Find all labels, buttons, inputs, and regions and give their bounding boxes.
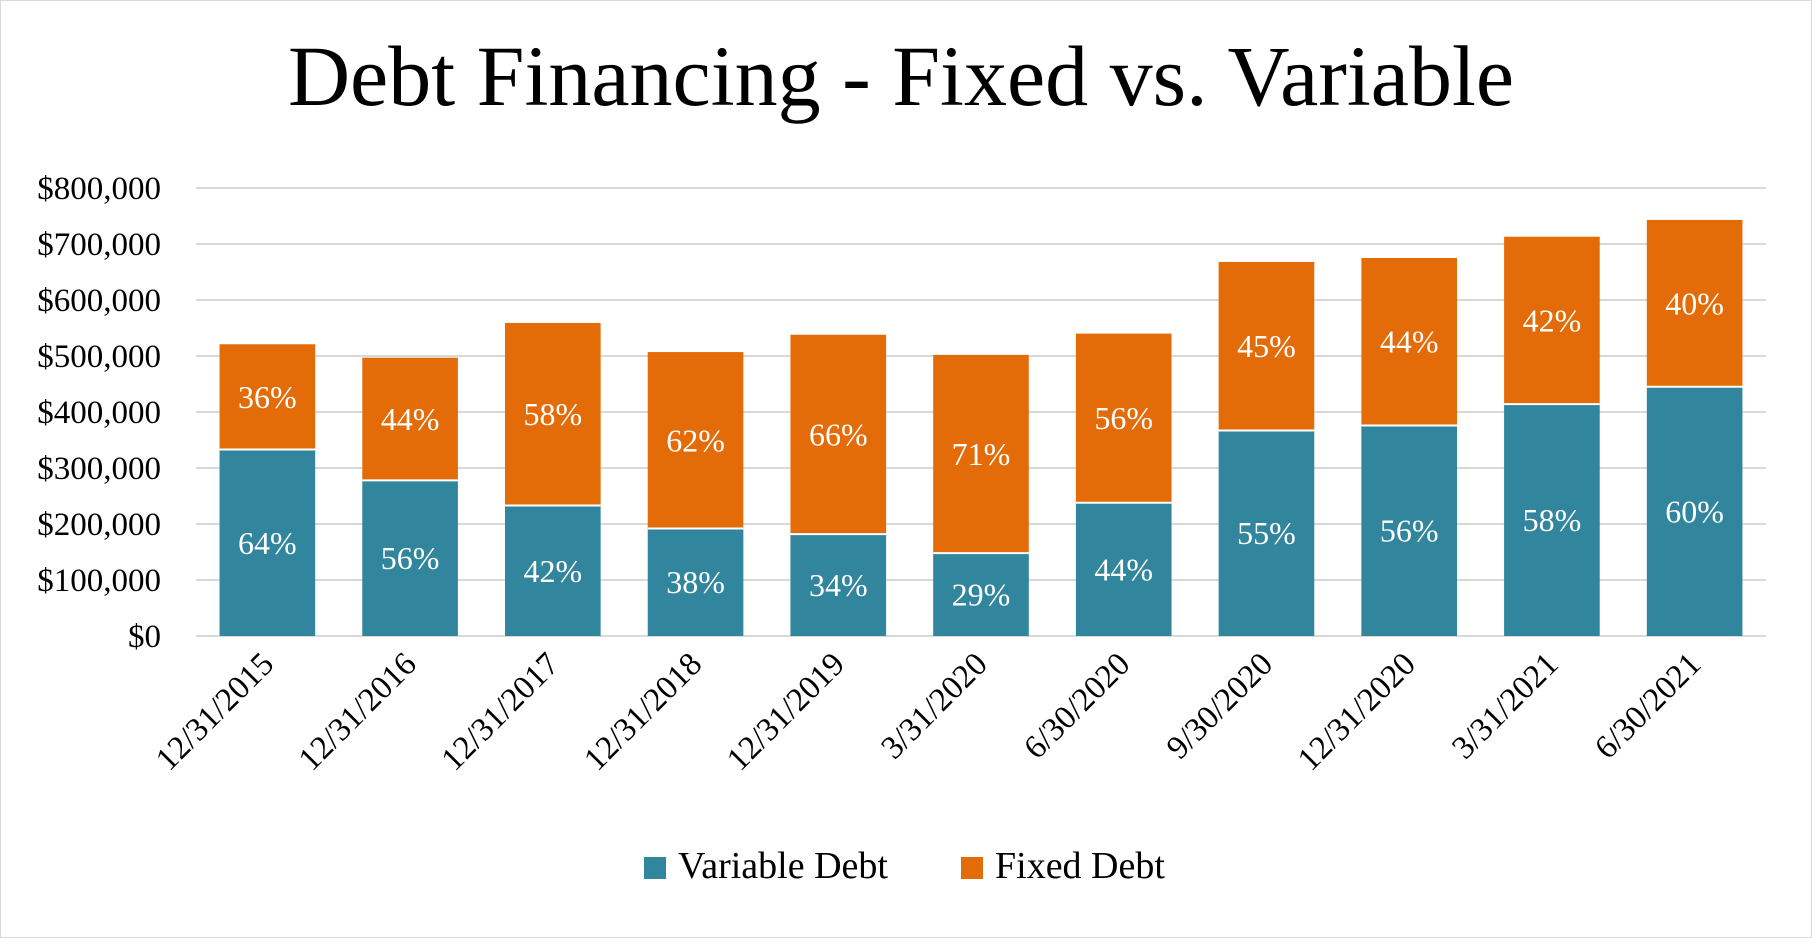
y-tick-label: $200,000: [37, 507, 161, 543]
data-label: 29%: [952, 577, 1011, 613]
bar-variable-debt: [1075, 502, 1172, 636]
bar-fixed-debt: [1361, 258, 1457, 426]
legend-label: Fixed Debt: [995, 845, 1165, 887]
bar-fixed-debt: [505, 322, 601, 506]
bar-fixed-debt: [1646, 219, 1743, 387]
data-label: 44%: [1094, 551, 1153, 587]
data-label: 62%: [666, 422, 725, 458]
data-label: 34%: [809, 567, 868, 603]
y-tick-label: $500,000: [37, 339, 161, 375]
bar-variable-debt: [790, 534, 887, 636]
bar-fixed-debt: [219, 344, 316, 450]
bar-fixed-debt: [933, 354, 1029, 554]
x-tick-label: 6/30/2020: [1017, 646, 1137, 766]
bar-fixed-debt: [647, 352, 744, 529]
bar-fixed-debt: [1218, 261, 1315, 431]
x-tick-label: 12/31/2016: [292, 646, 424, 778]
bar-variable-debt: [647, 528, 744, 636]
bars: 64% 36% 56% 44% 42% 58% 38% 62% 34% 66% 29% 71% 44% 5…: [219, 219, 1743, 636]
y-tick-label: $800,000: [37, 171, 161, 207]
data-label: 44%: [1380, 324, 1439, 360]
x-tick-label: 9/30/2020: [1160, 646, 1280, 766]
x-tick-label: 3/31/2021: [1445, 646, 1565, 766]
x-axis-tick-labels: 12/31/2015 12/31/2016 12/31/2017 12/31/2018…: [149, 646, 1708, 778]
x-tick-label: 3/31/2020: [875, 646, 995, 766]
bar-variable-debt: [219, 449, 316, 636]
data-label: 58%: [523, 396, 582, 432]
bar-variable-debt: [1504, 404, 1600, 636]
legend-label: Variable Debt: [678, 845, 888, 887]
legend-swatch: [644, 857, 666, 879]
bar-variable-debt: [362, 480, 458, 636]
data-label: 44%: [381, 401, 440, 437]
x-tick-label: 12/31/2015: [149, 646, 281, 778]
data-label: 64%: [238, 525, 297, 561]
data-label: 56%: [381, 540, 440, 576]
bar-fixed-debt: [1504, 236, 1600, 405]
bar-variable-debt: [1218, 430, 1315, 636]
bar-variable-debt: [1361, 425, 1457, 636]
legend: Variable Debt Fixed Debt: [644, 845, 1165, 887]
y-tick-label: $300,000: [37, 451, 161, 487]
x-tick-label: 12/31/2018: [577, 646, 709, 778]
data-label: 42%: [523, 553, 582, 589]
data-label: 45%: [1237, 328, 1296, 364]
bar-fixed-debt: [1075, 333, 1172, 503]
x-tick-label: 12/31/2019: [720, 646, 852, 778]
x-tick-label: 12/31/2017: [435, 646, 567, 778]
y-tick-label: $0: [128, 619, 161, 655]
data-label: 66%: [809, 416, 868, 452]
y-tick-label: $100,000: [37, 563, 161, 599]
data-label: 60%: [1665, 493, 1724, 529]
data-label: 56%: [1094, 400, 1153, 436]
data-label: 58%: [1523, 502, 1582, 538]
bar-variable-debt: [1646, 386, 1743, 636]
legend-swatch: [961, 857, 983, 879]
data-label: 56%: [1380, 513, 1439, 549]
bar-variable-debt: [505, 505, 601, 636]
data-label: 71%: [952, 436, 1011, 472]
data-label: 38%: [666, 564, 725, 600]
data-label: 55%: [1237, 515, 1296, 551]
y-tick-label: $400,000: [37, 395, 161, 431]
x-tick-label: 6/30/2021: [1588, 646, 1708, 766]
data-label: 40%: [1665, 285, 1724, 321]
bar-fixed-debt: [362, 357, 458, 481]
bar-fixed-debt: [790, 334, 887, 535]
y-tick-label: $700,000: [37, 227, 161, 263]
data-label: 42%: [1523, 302, 1582, 338]
data-label: 36%: [238, 379, 297, 415]
y-tick-label: $600,000: [37, 283, 161, 319]
chart-title: Debt Financing - Fixed vs. Variable: [288, 28, 1514, 124]
y-axis-tick-labels: $0 $100,000 $200,000 $300,000 $400,000 $500,0…: [37, 171, 161, 655]
x-tick-label: 12/31/2020: [1291, 646, 1423, 778]
bar-variable-debt: [933, 553, 1029, 636]
